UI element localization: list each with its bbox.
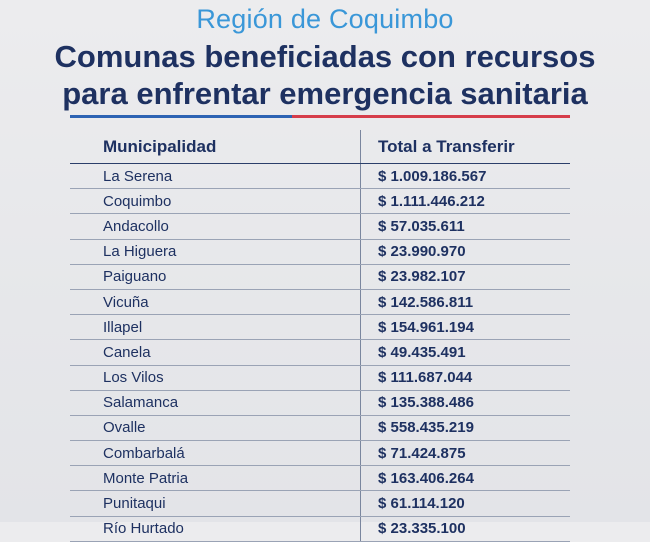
municipality-cell: Punitaqui [103, 495, 166, 513]
title-line-1: Comunas beneficiadas con recursos [54, 39, 596, 74]
amount-cell: $ 61.114.120 [360, 491, 570, 516]
table-row: Vicuña $ 142.586.811 [70, 289, 570, 316]
region-subtitle: Región de Coquimbo [196, 4, 454, 34]
table-row: Río Hurtado $ 23.335.100 [70, 516, 570, 542]
municipality-cell: La Serena [103, 167, 173, 185]
title-line-2: para enfrentar emergencia sanitaria [62, 76, 588, 111]
amount-cell: $ 23.335.100 [360, 516, 570, 541]
municipality-cell: Paiguano [103, 268, 167, 286]
municipality-cell: Illapel [103, 318, 143, 336]
funding-table: Municipalidad Total a Transferir La Sere… [70, 130, 570, 542]
column-header-amount: Total a Transferir [360, 130, 570, 163]
municipality-cell: Salamanca [103, 394, 179, 412]
table-row: La Serena $ 1.009.186.567 [70, 164, 570, 190]
column-header-municipality: Municipalidad [103, 136, 217, 156]
amount-cell: $ 1.009.186.567 [360, 164, 570, 189]
municipality-cell: Río Hurtado [103, 520, 184, 538]
table-body: La Serena $ 1.009.186.567 Coquimbo $ 1.111.… [70, 164, 570, 542]
table-row: Paiguano $ 23.982.107 [70, 264, 570, 290]
table-row: Salamanca $ 135.388.486 [70, 390, 570, 416]
table-row: Ovalle $ 558.435.219 [70, 415, 570, 442]
divider-blue-segment [70, 115, 292, 118]
amount-cell: $ 163.406.264 [360, 466, 570, 491]
table-row: Combarbalá $ 71.424.875 [70, 441, 570, 467]
table-row: La Higuera $ 23.990.970 [70, 239, 570, 265]
amount-cell: $ 142.586.811 [360, 289, 570, 315]
amount-cell: $ 23.990.970 [360, 239, 570, 264]
amount-cell: $ 135.388.486 [360, 390, 570, 415]
title-divider [70, 115, 570, 118]
table-row: Illapel $ 154.961.194 [70, 315, 570, 341]
municipality-cell: Andacollo [103, 217, 169, 235]
table-row: Canela $ 49.435.491 [70, 340, 570, 366]
table-row: Coquimbo $ 1.111.446.212 [70, 189, 570, 215]
page-title: Comunas beneficiadas con recursos para e… [0, 38, 650, 112]
amount-cell: $ 111.687.044 [360, 365, 570, 390]
amount-cell: $ 558.435.219 [360, 415, 570, 441]
table-row: Monte Patria $ 163.406.264 [70, 466, 570, 492]
municipality-cell: Vicuña [103, 293, 149, 311]
amount-cell: $ 71.424.875 [360, 441, 570, 466]
municipality-cell: Los Vilos [103, 369, 164, 387]
municipality-cell: La Higuera [103, 243, 177, 261]
divider-red-segment [292, 115, 570, 118]
amount-cell: $ 49.435.491 [360, 340, 570, 365]
municipality-cell: Canela [103, 343, 151, 361]
municipality-cell: Monte Patria [103, 469, 189, 487]
table-row: Punitaqui $ 61.114.120 [70, 491, 570, 517]
table-row: Andacollo $ 57.035.611 [70, 214, 570, 240]
table-row: Los Vilos $ 111.687.044 [70, 365, 570, 391]
amount-cell: $ 57.035.611 [360, 214, 570, 239]
amount-cell: $ 1.111.446.212 [360, 189, 570, 214]
municipality-cell: Coquimbo [103, 192, 172, 210]
table-header: Municipalidad Total a Transferir [70, 130, 570, 164]
municipality-cell: Ovalle [103, 419, 146, 437]
municipality-cell: Combarbalá [103, 444, 185, 462]
amount-cell: $ 23.982.107 [360, 264, 570, 289]
amount-cell: $ 154.961.194 [360, 315, 570, 340]
